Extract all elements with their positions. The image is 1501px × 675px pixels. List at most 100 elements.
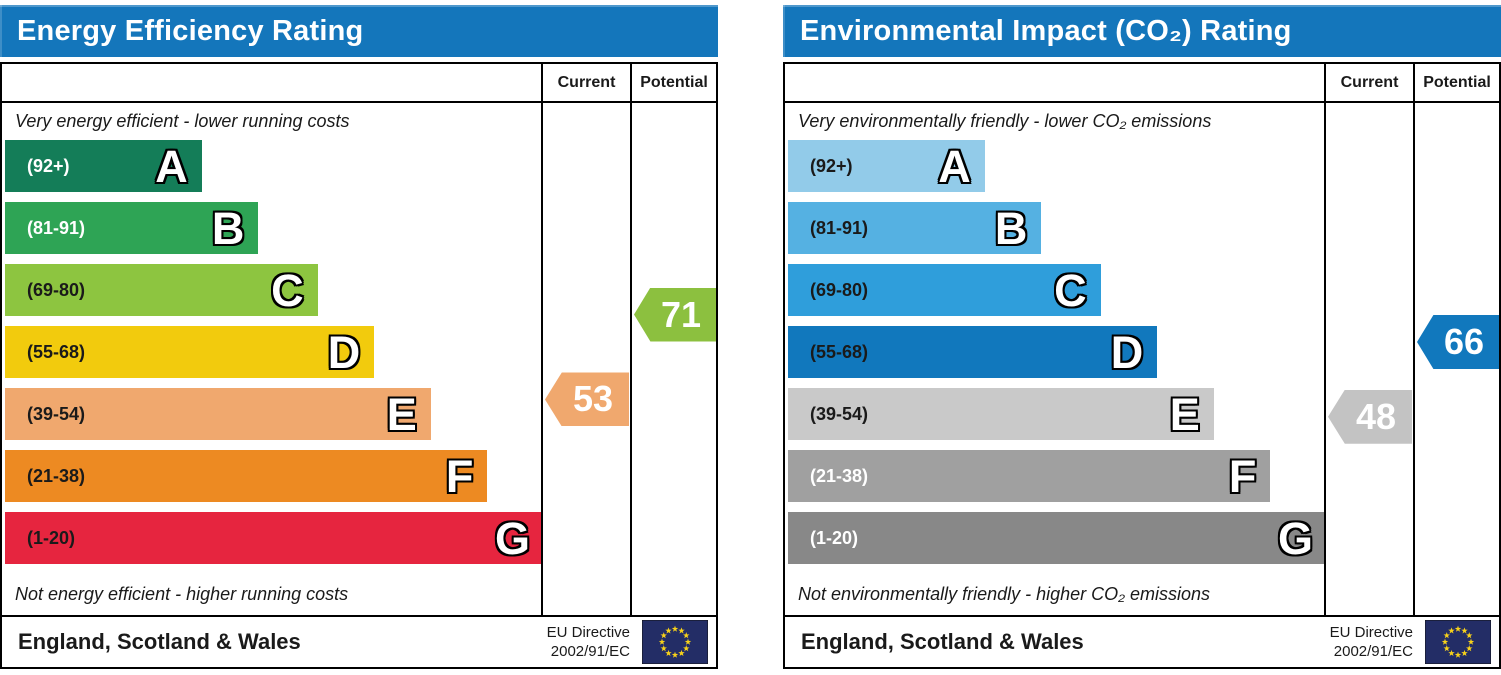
header-row: Current Potential [2, 64, 716, 103]
band-range-label: (21-38) [27, 465, 86, 486]
band-range-label: (55-68) [810, 341, 869, 362]
potential-rating-value: 66 [1443, 321, 1485, 362]
band-bar: (39-54) E [5, 388, 431, 440]
eu-directive-label: EU Directive 2002/91/EC [546, 623, 630, 661]
rating-table: Current Potential Very environmentally f… [783, 62, 1501, 669]
band-row: (39-54) E [785, 388, 1324, 450]
band-range-label: (81-91) [810, 217, 869, 238]
band-bar: (55-68) D [5, 326, 375, 378]
eu-directive-label: EU Directive 2002/91/EC [1329, 623, 1413, 661]
band-row: (81-91) B [2, 202, 541, 264]
bottom-caption: Not environmentally friendly - higher CO… [798, 584, 1211, 604]
band-range-label: (81-91) [27, 217, 86, 238]
footer: England, Scotland & Wales EU Directive 2… [785, 615, 1499, 667]
chart-body: Very energy efficient - lower running co… [2, 103, 716, 615]
band-range-label: (39-54) [27, 403, 86, 424]
panel-title: Environmental Impact (CO₂) Rating [800, 14, 1292, 47]
band-letter: G [494, 512, 530, 564]
band-row: (1-20) G [2, 512, 541, 574]
current-rating-arrow: 53 [545, 372, 629, 427]
band-bar: (69-80) C [788, 264, 1101, 316]
band-bar: (81-91) B [5, 202, 259, 254]
band-bar: (21-38) F [5, 450, 488, 502]
band-letter: D [327, 326, 361, 378]
top-caption: Very energy efficient - lower running co… [15, 111, 350, 131]
band-bar: (39-54) E [788, 388, 1214, 440]
environmental-impact-panel: Environmental Impact (CO₂) Rating Curren… [783, 5, 1501, 669]
eu-flag-icon [642, 620, 708, 664]
panel-title-bar: Environmental Impact (CO₂) Rating [783, 5, 1501, 57]
potential-column-header: Potential [1413, 64, 1499, 101]
bottom-caption: Not energy efficient - higher running co… [15, 584, 349, 604]
band-range-label: (69-80) [810, 279, 869, 300]
current-rating-value: 48 [1355, 395, 1397, 437]
region-label: England, Scotland & Wales [18, 629, 301, 654]
current-column: 48 [1324, 103, 1413, 615]
band-bar: (69-80) C [5, 264, 318, 316]
band-letter: D [1110, 326, 1144, 378]
potential-rating-arrow: 66 [1417, 315, 1499, 369]
band-range-label: (92+) [27, 155, 70, 176]
band-bar: (92+) A [5, 140, 202, 192]
band-bar: (1-20) G [5, 512, 541, 564]
energy-efficiency-panel: Energy Efficiency Rating Current Potenti… [0, 5, 718, 669]
band-bar: (55-68) D [788, 326, 1158, 378]
band-letter: C [271, 264, 304, 316]
band-row: (69-80) C [785, 264, 1324, 326]
potential-column-header: Potential [630, 64, 716, 101]
header-spacer [2, 64, 541, 101]
band-range-label: (39-54) [810, 403, 869, 424]
bands-area: Very energy efficient - lower running co… [2, 103, 541, 615]
band-letter: A [938, 140, 971, 192]
band-range-label: (21-38) [810, 465, 869, 486]
region-label: England, Scotland & Wales [801, 629, 1084, 654]
potential-column: 66 [1413, 103, 1499, 615]
panel-title: Energy Efficiency Rating [17, 14, 364, 47]
band-bar: (21-38) F [788, 450, 1271, 502]
band-bar: (92+) A [788, 140, 985, 192]
chart-body: Very environmentally friendly - lower CO… [785, 103, 1499, 615]
band-row: (1-20) G [785, 512, 1324, 574]
band-row: (21-38) F [785, 450, 1324, 512]
band-range-label: (69-80) [27, 279, 86, 300]
band-letter: C [1054, 264, 1087, 316]
band-letter: E [1169, 388, 1200, 440]
rating-bands: (92+) A (81-91) B (69-80 [785, 140, 1324, 574]
band-row: (92+) A [2, 140, 541, 202]
band-letter: F [1228, 450, 1257, 502]
band-range-label: (1-20) [810, 527, 859, 548]
current-column-header: Current [541, 64, 630, 101]
rating-table: Current Potential Very energy efficient … [0, 62, 718, 669]
band-letter: B [211, 202, 245, 254]
band-range-label: (1-20) [27, 527, 76, 548]
potential-rating-value: 71 [660, 293, 702, 335]
top-caption: Very environmentally friendly - lower CO… [798, 111, 1212, 131]
band-row: (81-91) B [785, 202, 1324, 264]
header-row: Current Potential [785, 64, 1499, 103]
bands-area: Very environmentally friendly - lower CO… [785, 103, 1324, 615]
band-row: (55-68) D [2, 326, 541, 388]
potential-column: 71 [630, 103, 716, 615]
band-row: (69-80) C [2, 264, 541, 326]
footer: England, Scotland & Wales EU Directive 2… [2, 615, 716, 667]
band-letter: G [1277, 512, 1313, 564]
band-row: (21-38) F [2, 450, 541, 512]
current-column: 53 [541, 103, 630, 615]
band-range-label: (92+) [810, 155, 853, 176]
panel-title-bar: Energy Efficiency Rating [0, 5, 718, 57]
band-letter: F [445, 450, 474, 502]
band-row: (39-54) E [2, 388, 541, 450]
band-row: (55-68) D [785, 326, 1324, 388]
band-bar: (81-91) B [788, 202, 1042, 254]
potential-rating-arrow: 71 [634, 287, 716, 342]
band-row: (92+) A [785, 140, 1324, 202]
band-range-label: (55-68) [27, 341, 86, 362]
current-rating-value: 53 [572, 378, 614, 420]
band-letter: B [994, 202, 1028, 254]
eu-flag-icon [1425, 620, 1491, 664]
current-rating-arrow: 48 [1328, 389, 1412, 444]
band-bar: (1-20) G [788, 512, 1324, 564]
header-spacer [785, 64, 1324, 101]
band-letter: A [155, 140, 188, 192]
